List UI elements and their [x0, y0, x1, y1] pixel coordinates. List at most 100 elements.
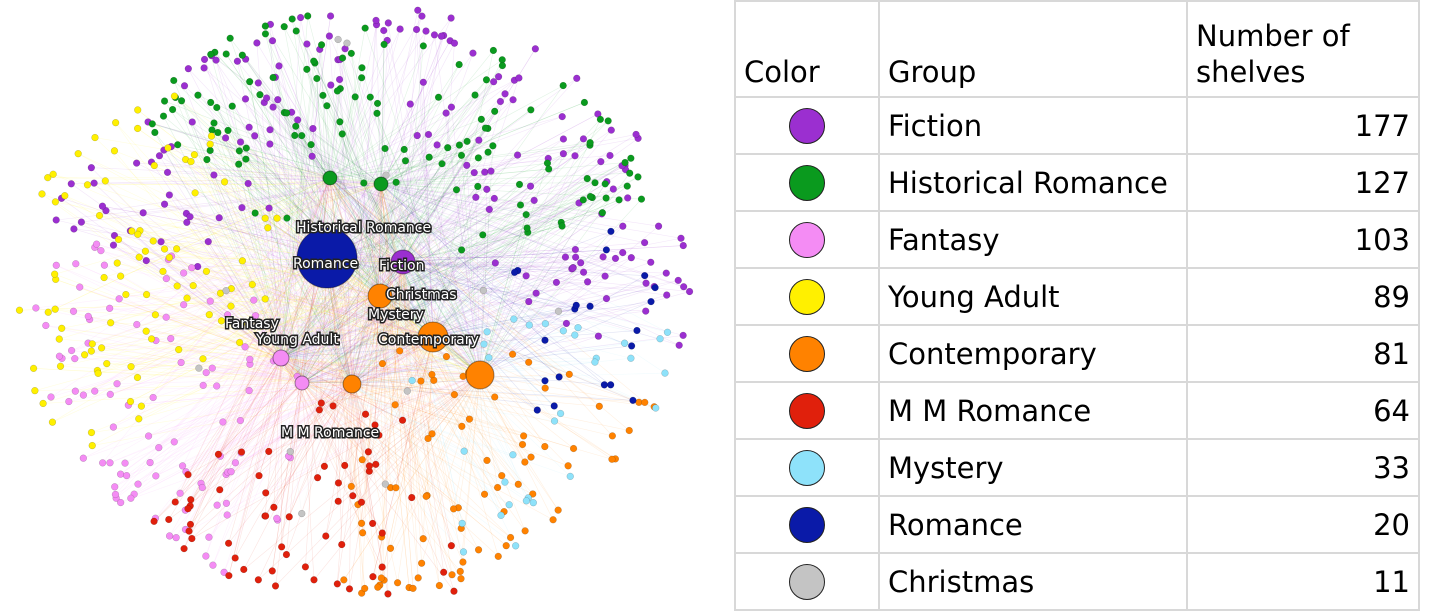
node — [509, 96, 517, 104]
edge — [351, 330, 564, 385]
edge — [176, 248, 434, 338]
edge — [351, 383, 383, 568]
edge — [329, 88, 341, 179]
edge — [204, 59, 303, 384]
edge — [164, 100, 353, 385]
edge — [326, 79, 487, 259]
edge — [351, 34, 435, 385]
node — [479, 231, 487, 239]
edge — [243, 374, 481, 570]
edge — [128, 383, 353, 406]
edge — [191, 267, 434, 338]
node — [178, 462, 187, 470]
edge — [109, 308, 481, 376]
edge — [380, 183, 422, 382]
edge — [120, 357, 282, 475]
edge — [432, 165, 468, 338]
node — [458, 519, 466, 528]
node — [483, 328, 491, 336]
shelves-cell: 177 — [1186, 96, 1420, 155]
edge — [329, 79, 340, 179]
node — [338, 130, 346, 138]
edge — [280, 155, 576, 359]
node — [127, 494, 135, 502]
edge — [402, 261, 453, 575]
edge — [265, 183, 382, 493]
node — [186, 213, 194, 221]
node — [298, 131, 306, 140]
edge — [301, 380, 421, 384]
node — [47, 393, 55, 401]
node — [216, 289, 225, 297]
node — [456, 567, 464, 576]
edge — [326, 105, 331, 179]
node — [210, 119, 218, 127]
edge — [105, 177, 331, 211]
edge — [241, 382, 303, 453]
edge — [379, 295, 519, 485]
group-cell: Romance — [878, 495, 1188, 554]
edge — [379, 196, 591, 297]
node — [596, 115, 605, 124]
edge — [380, 183, 531, 187]
edge — [329, 177, 546, 381]
node — [165, 515, 173, 524]
label-christmas: Christmas — [386, 287, 457, 303]
node — [345, 585, 354, 593]
edge — [341, 133, 381, 297]
node — [126, 397, 135, 406]
node — [39, 399, 47, 408]
node — [533, 406, 541, 414]
node — [245, 386, 253, 395]
edge — [249, 374, 481, 391]
edge — [130, 261, 404, 402]
edge — [326, 257, 575, 310]
edge — [344, 48, 481, 376]
edge — [264, 357, 282, 517]
edge — [182, 383, 353, 467]
edge — [202, 183, 382, 386]
node — [357, 498, 366, 506]
node — [265, 204, 273, 212]
group-cell: Mystery — [878, 438, 1188, 497]
edge — [351, 383, 362, 594]
edge — [379, 188, 614, 297]
edge — [432, 336, 613, 460]
edge — [329, 177, 532, 458]
edge — [379, 202, 580, 297]
edge — [94, 247, 353, 385]
edge — [365, 261, 404, 415]
edge — [280, 357, 282, 547]
edge — [432, 336, 616, 460]
edge — [329, 177, 537, 294]
edge — [351, 119, 601, 385]
edge — [432, 178, 588, 338]
edge — [301, 43, 348, 384]
node — [396, 347, 404, 355]
header-group: Group — [878, 0, 1188, 98]
edge — [280, 357, 303, 514]
node — [177, 97, 186, 105]
edge — [225, 383, 353, 475]
node — [418, 12, 426, 20]
edge — [387, 22, 434, 338]
edge — [283, 26, 404, 263]
node — [522, 272, 530, 280]
edge — [326, 113, 599, 259]
edge — [177, 144, 404, 263]
node — [509, 451, 517, 459]
node — [519, 432, 528, 440]
edge — [402, 225, 563, 263]
edge — [158, 257, 328, 448]
node — [65, 397, 73, 406]
node — [480, 340, 488, 348]
edge — [351, 383, 462, 427]
node — [135, 253, 143, 261]
edge — [301, 382, 465, 452]
node — [679, 331, 687, 340]
edge — [329, 174, 387, 179]
node — [262, 94, 271, 102]
color-cell — [734, 210, 880, 269]
node — [374, 583, 382, 591]
edge — [379, 295, 498, 488]
